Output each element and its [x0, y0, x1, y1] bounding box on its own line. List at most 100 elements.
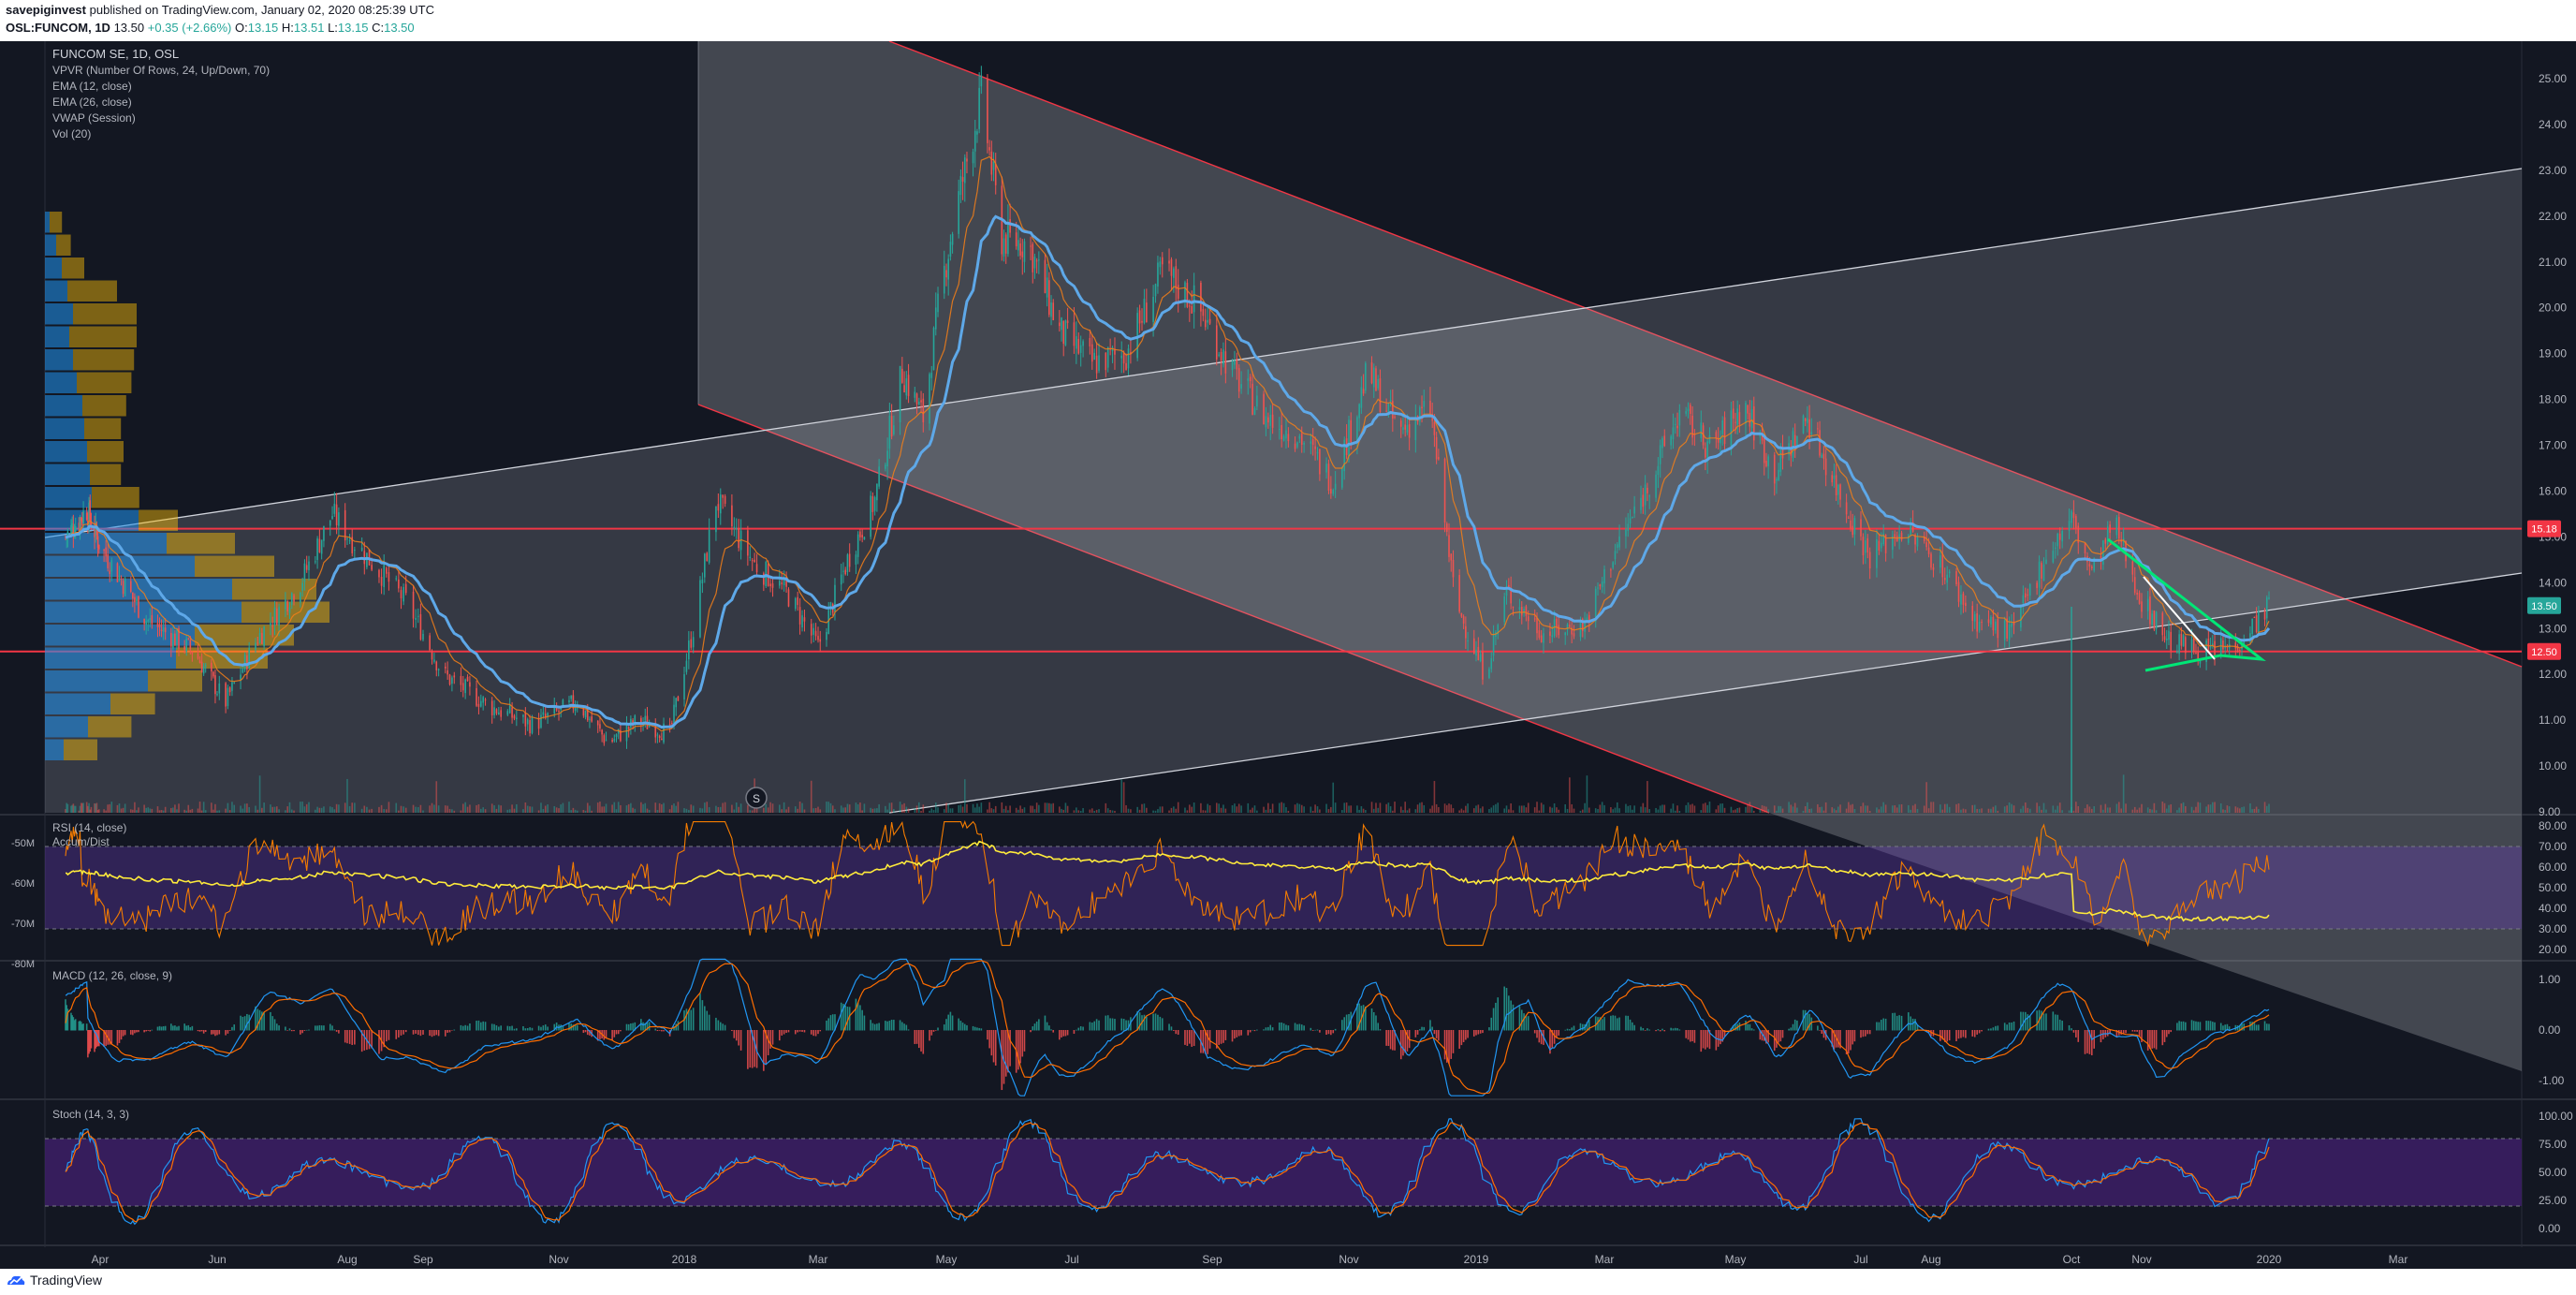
candle-body	[285, 599, 286, 610]
candle-body	[1154, 284, 1157, 297]
macd-histogram-bar	[1208, 1030, 1211, 1049]
volume-bar	[648, 809, 651, 813]
macd-histogram-bar	[524, 1028, 527, 1031]
macd-histogram-bar	[1914, 1019, 1916, 1031]
macd-histogram-bar	[934, 1030, 937, 1031]
macd-histogram-bar	[767, 1030, 769, 1055]
macd-histogram-bar	[1282, 1023, 1285, 1031]
volume-bar	[2243, 806, 2246, 813]
macd-histogram-bar	[871, 1023, 874, 1031]
candle-body	[395, 578, 398, 580]
macd-histogram-bar	[1845, 1030, 1848, 1054]
candle-body	[484, 699, 487, 701]
macd-histogram-bar	[1343, 1017, 1346, 1031]
volume-bar	[118, 803, 121, 813]
volume-bar	[722, 802, 724, 813]
volume-bar	[1450, 804, 1453, 813]
author-name[interactable]: savepiginvest	[6, 3, 86, 17]
candle-body	[1030, 245, 1032, 247]
volume-bar	[360, 808, 363, 813]
macd-histogram-bar	[2182, 1021, 2185, 1031]
macd-histogram-bar	[656, 1030, 659, 1032]
macd-histogram-bar	[1462, 1030, 1465, 1042]
volume-bar	[1781, 808, 1784, 813]
volume-bar	[444, 805, 446, 813]
macd-histogram-bar	[801, 1030, 803, 1032]
volume-bar	[1285, 807, 1287, 813]
macd-histogram-bar	[2008, 1022, 2011, 1031]
volume-bar	[834, 809, 836, 813]
volume-bar	[1300, 804, 1303, 813]
volume-bar	[531, 806, 534, 813]
time-axis-label: Nov	[549, 1253, 568, 1266]
volume-bar	[276, 806, 278, 813]
macd-histogram-bar	[256, 1008, 259, 1031]
macd-histogram-bar	[490, 1023, 493, 1031]
macd-histogram-bar	[1895, 1015, 1898, 1031]
macd-histogram-bar	[627, 1023, 630, 1031]
macd-histogram-bar	[225, 1030, 227, 1036]
candle-body	[1281, 424, 1282, 440]
volume-bar	[920, 810, 922, 813]
macd-histogram-bar	[476, 1021, 477, 1031]
volume-bar	[1503, 808, 1505, 813]
macd-histogram-bar	[388, 1030, 390, 1040]
macd-histogram-bar	[589, 1030, 591, 1036]
macd-histogram-bar	[338, 1030, 340, 1034]
macd-histogram-bar	[1064, 1030, 1067, 1037]
volume-bar	[699, 807, 701, 813]
candle-body	[1319, 449, 1321, 475]
macd-histogram-bar	[329, 1023, 331, 1031]
macd-histogram-bar	[1175, 1030, 1178, 1035]
candle-body	[722, 494, 724, 498]
candle-body	[1332, 489, 1335, 494]
candle-body	[446, 670, 448, 675]
volume-bar	[482, 807, 484, 813]
candle-body	[172, 633, 174, 649]
macd-histogram-bar	[129, 1030, 132, 1035]
macd-histogram-bar	[2122, 1030, 2125, 1034]
volume-bar	[1076, 807, 1077, 813]
candle-body	[1957, 581, 1960, 602]
macd-histogram-bar	[1878, 1022, 1881, 1031]
candle-body	[346, 537, 348, 540]
macd-histogram-bar	[2170, 1030, 2173, 1033]
macd-histogram-bar	[1767, 1030, 1769, 1043]
chart-canvas[interactable]: S 25.0024.0023.0022.0021.0020.0019.0018.…	[0, 41, 2576, 1269]
candle-body	[1618, 536, 1620, 548]
macd-histogram-bar	[834, 1014, 836, 1031]
volume-bar	[1105, 802, 1107, 813]
macd-histogram-bar	[2077, 1030, 2080, 1042]
candle-body	[951, 233, 954, 245]
volume-bar	[634, 808, 637, 813]
volume-bar	[2038, 805, 2041, 813]
volume-bar	[1303, 806, 1305, 813]
volume-bar	[668, 809, 671, 813]
candle-body	[1738, 412, 1741, 425]
macd-histogram-bar	[1090, 1023, 1093, 1031]
volume-bar	[701, 808, 704, 813]
macd-histogram-bar	[1224, 1030, 1227, 1040]
volume-bar	[2131, 809, 2134, 813]
vpvr-down-bar	[148, 670, 202, 692]
time-axis-label: Oct	[2063, 1253, 2081, 1266]
macd-histogram-bar	[2192, 1021, 2195, 1031]
vpvr-down-bar	[50, 212, 63, 233]
volume-bar	[814, 807, 817, 813]
macd-histogram-bar	[859, 1005, 861, 1031]
volume-bar	[2265, 805, 2268, 813]
macd-histogram-bar	[204, 1030, 207, 1033]
candle-body	[963, 157, 966, 184]
candle-body	[966, 158, 968, 162]
volume-bar	[320, 807, 323, 813]
volume-bar	[1932, 802, 1935, 813]
candle-body	[888, 415, 891, 449]
volume-bar	[1601, 802, 1603, 813]
candle-body	[2199, 660, 2202, 664]
candle-body	[2253, 616, 2256, 618]
macd-histogram-bar	[1319, 1030, 1321, 1033]
tradingview-logo[interactable]: TradingView	[6, 1273, 102, 1288]
macd-histogram-bar	[794, 1030, 797, 1035]
macd-histogram-bar	[1044, 1015, 1046, 1031]
volume-bar	[1892, 805, 1894, 813]
